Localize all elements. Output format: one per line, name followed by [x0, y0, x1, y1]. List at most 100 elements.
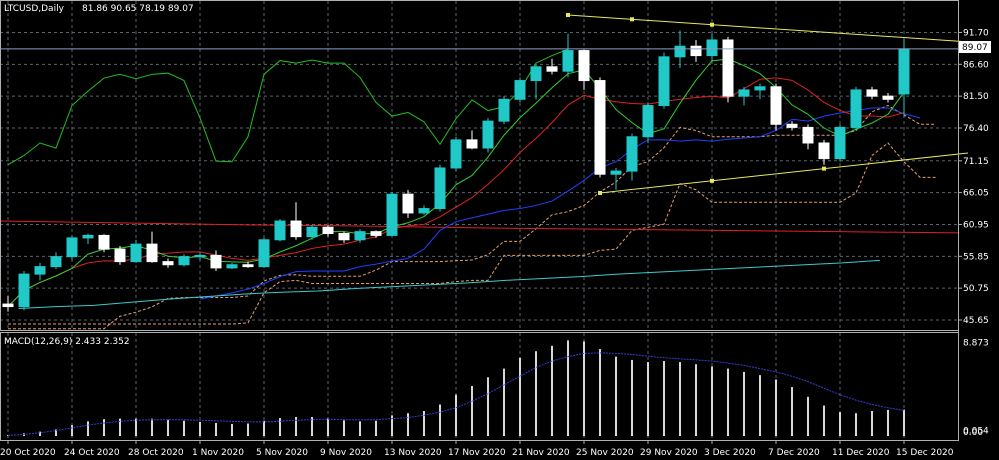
candle-body [210, 254, 222, 269]
candle-body [706, 39, 718, 57]
candle-body [98, 234, 110, 250]
candles [2, 30, 910, 312]
y-tick-label: 50.75 [963, 284, 989, 294]
candle-body [770, 86, 782, 125]
candle-body [226, 264, 238, 269]
candle-body [306, 226, 318, 238]
candle-body [626, 136, 638, 172]
candle-body [594, 80, 606, 175]
y-tick-label: 81.50 [963, 92, 989, 102]
candle-body [370, 231, 382, 236]
y-tick-label: 55.85 [963, 252, 989, 262]
green-line [7, 48, 569, 166]
candle-body [242, 264, 254, 268]
candle-body [50, 256, 62, 268]
candle-body [546, 66, 558, 72]
x-tick-label: 17 Nov 2020 [448, 448, 506, 458]
candle-body [674, 45, 686, 58]
x-tick-label: 5 Nov 2020 [256, 448, 308, 458]
candle-body [642, 105, 654, 138]
cloud-span-b [8, 142, 936, 325]
y-tick-label: 45.65 [963, 316, 989, 326]
candle-body [194, 254, 206, 258]
candle-body [690, 45, 702, 57]
y-tick-label: 91.70 [963, 28, 989, 38]
x-tick-label: 13 Nov 2020 [384, 448, 442, 458]
candle-body [754, 86, 766, 91]
ichimoku-cloud [8, 104, 936, 330]
candle-body [322, 226, 334, 235]
main-grid [0, 1, 958, 330]
candle-body [834, 126, 846, 160]
candle-body [418, 208, 430, 214]
trendlines [566, 13, 969, 195]
last-price-box [959, 41, 991, 53]
candle-body [738, 89, 750, 97]
macd-plot [7, 340, 905, 436]
candle-body [498, 98, 510, 122]
candle-body [802, 126, 814, 144]
candle-body [786, 123, 798, 128]
candle-body [290, 220, 302, 238]
macd-y-tick-label: 0.00 [963, 428, 983, 438]
candle-body [866, 89, 878, 97]
candle-body [146, 243, 158, 263]
macd-signal-line [7, 352, 905, 436]
x-tick-label: 3 Dec 2020 [704, 448, 756, 458]
trendline-0 [567, 14, 969, 43]
trendline-1 [599, 152, 969, 194]
candle-body [82, 234, 94, 239]
candle-body [162, 261, 174, 266]
candle-body [818, 142, 830, 160]
x-tick-label: 29 Nov 2020 [640, 448, 698, 458]
candle-body [578, 50, 590, 82]
trendline-anchor [822, 166, 826, 171]
candle-body [66, 237, 78, 258]
trendline-anchor [710, 22, 714, 27]
candle-body [450, 139, 462, 169]
macd-y-tick-label: 0.054 [963, 426, 989, 436]
trendline-anchor [598, 190, 602, 195]
trendline-anchor [710, 178, 714, 183]
candle-body [434, 167, 446, 210]
x-tick-label: 1 Nov 2020 [192, 448, 244, 458]
candle-body [114, 248, 126, 263]
candle-body [274, 220, 286, 241]
candle-body [658, 56, 670, 107]
y-tick-label: 71.15 [963, 157, 989, 167]
y-tick-label: 76.40 [963, 124, 989, 134]
macd-y-tick-label: 8.873 [963, 339, 989, 349]
candle-body [722, 39, 734, 97]
candle-body [2, 303, 14, 308]
x-tick-label: 21 Nov 2020 [512, 448, 570, 458]
candle-body [178, 256, 190, 266]
candle-body [258, 239, 270, 268]
candle-body [610, 170, 622, 175]
candle-body [34, 266, 46, 275]
candle-body [386, 193, 398, 236]
candle-body [466, 139, 478, 149]
blue-line [199, 107, 921, 300]
candle-body [882, 95, 894, 100]
candle-body [402, 193, 414, 214]
y-tick-label: 86.60 [963, 60, 989, 70]
x-tick-label: 28 Oct 2020 [128, 448, 184, 458]
candle-body [482, 120, 494, 149]
candle-body [514, 80, 526, 100]
x-tick-label: 15 Dec 2020 [896, 448, 954, 458]
x-tick-label: 7 Dec 2020 [768, 448, 820, 458]
chart-title-symbol: LTCUSD,Daily [4, 4, 65, 14]
x-tick-label: 20 Oct 2020 [0, 448, 56, 458]
last-price-label: 89.07 [962, 43, 988, 53]
candle-body [18, 273, 30, 308]
teal-line [18, 259, 881, 309]
ohlc-readout: 81.86 90.65 78.19 89.07 [82, 4, 194, 14]
candle-body [130, 243, 142, 263]
macd-label: MACD(12,26,9) 2.433 2.352 [4, 337, 130, 347]
candle-body [850, 89, 862, 128]
candle-body [530, 66, 542, 82]
y-tick-label: 60.95 [963, 220, 989, 230]
